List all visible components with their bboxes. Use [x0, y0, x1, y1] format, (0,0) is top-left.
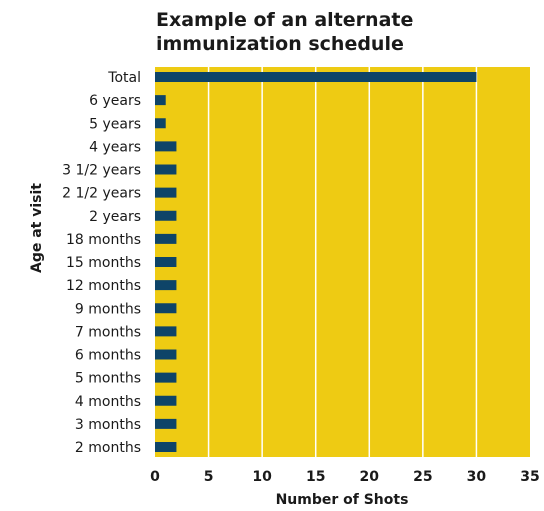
- y-axis-label: Age at visit: [29, 183, 45, 273]
- bar: [155, 164, 177, 175]
- bar: [155, 303, 177, 314]
- bar: [155, 349, 177, 360]
- x-tick-label: 35: [520, 469, 539, 485]
- x-tick-label: 25: [413, 469, 432, 485]
- bar: [155, 395, 177, 406]
- bars: [155, 72, 477, 452]
- bar: [155, 187, 177, 198]
- bar: [155, 326, 177, 337]
- category-label: 18 months: [66, 232, 141, 248]
- x-tick-label: 0: [150, 469, 160, 485]
- bar: [155, 233, 177, 244]
- gridlines: [207, 67, 478, 457]
- bar: [155, 210, 177, 221]
- bar: [155, 257, 177, 267]
- category-label: 7 months: [75, 324, 141, 340]
- category-label: 12 months: [66, 278, 141, 294]
- bar: [155, 141, 177, 152]
- category-label: 4 years: [89, 139, 141, 155]
- bar: [155, 72, 477, 82]
- plot-area: [155, 67, 530, 457]
- x-tick-label: 15: [306, 469, 325, 485]
- category-label: 4 months: [75, 394, 141, 410]
- x-axis-label: Number of Shots: [276, 492, 409, 508]
- category-label: 5 months: [75, 371, 141, 387]
- x-tick-label: 5: [204, 469, 214, 485]
- category-label: 5 years: [89, 116, 141, 132]
- x-tick-label: 20: [360, 469, 380, 485]
- category-label: 2 1/2 years: [62, 186, 141, 202]
- category-label: 2 months: [75, 440, 141, 456]
- category-label: 6 years: [89, 93, 141, 109]
- bar: [155, 118, 166, 129]
- bar: [155, 95, 166, 106]
- category-label: 6 months: [75, 348, 141, 364]
- category-label: 3 1/2 years: [62, 163, 141, 179]
- bar: [155, 372, 177, 383]
- x-tick-label: 10: [252, 469, 272, 485]
- category-labels: Total 6 years 5 years 4 years 3 1/2 years 2 1…: [62, 70, 141, 456]
- chart-title-line-1: Example of an alternate: [156, 9, 413, 31]
- chart-title-line-2: immunization schedule: [156, 33, 404, 55]
- category-label: 3 months: [75, 417, 141, 433]
- category-label: 9 months: [75, 301, 141, 317]
- category-label: 2 years: [89, 209, 141, 225]
- category-label: Total: [107, 70, 141, 86]
- bar: [155, 418, 177, 429]
- x-tick-label: 30: [467, 469, 487, 485]
- category-label: 15 months: [66, 255, 141, 271]
- bar: [155, 442, 177, 452]
- bar: [155, 280, 177, 291]
- x-tick-labels: 0 5 10 15 20 25 30 35: [150, 469, 540, 485]
